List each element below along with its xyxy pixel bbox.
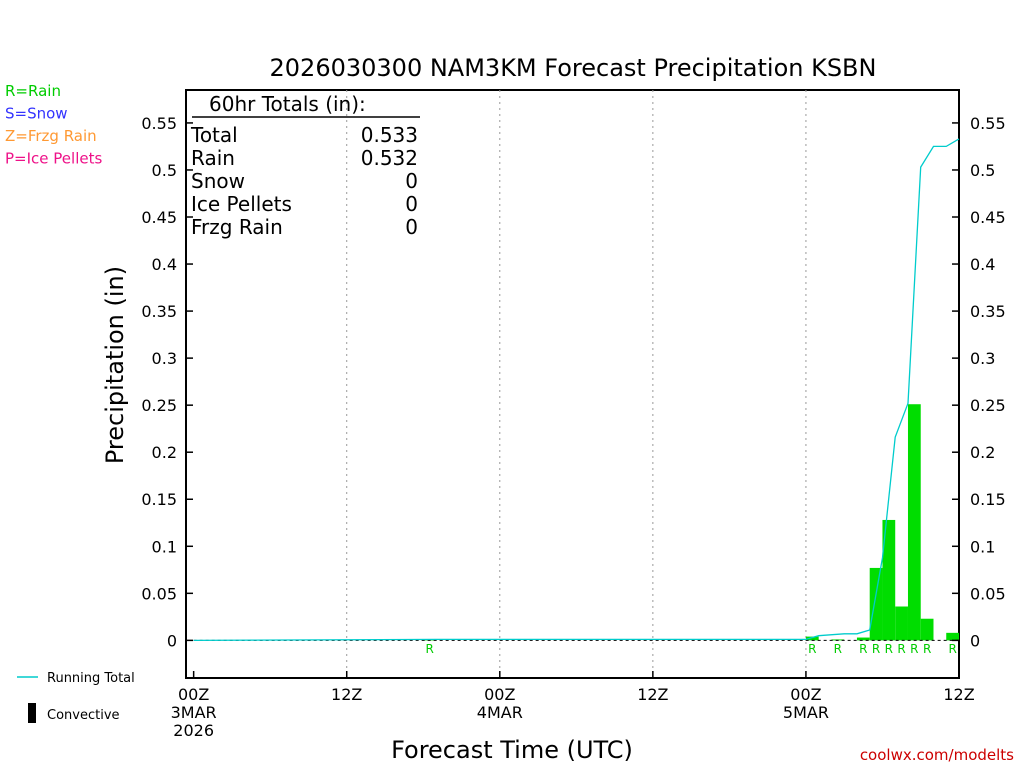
x-tick-label: 2026 [173,721,214,740]
x-tick-label: 00Z [178,685,209,704]
y-tick-label-right: 0.15 [970,490,1006,509]
precip-type-mark: R [948,642,956,656]
y-tick-label: 0.4 [152,255,177,274]
precip-type-mark: R [897,642,905,656]
y-tick-label: 0.5 [152,161,177,180]
y-tick-label: 0.55 [141,114,177,133]
x-tick-label: 5MAR [783,703,829,722]
credit-link: coolwx.com/modelts [860,746,1014,764]
precip-type-mark: R [923,642,931,656]
totals-row-label: Ice Pellets [191,192,292,216]
x-axis-label: Forecast Time (UTC) [391,736,633,764]
precip-bar [856,637,870,641]
precip-bar [895,606,908,641]
totals-rows: Total 0.533 Rain 0.532 Snow 0 Ice Pellets 0 Frzg… [190,123,418,239]
precip-type-mark: R [834,642,842,656]
x-tick-label: 12Z [637,685,668,704]
y-tick-label-right: 0.35 [970,302,1006,321]
y-tick-label: 0.2 [152,443,177,462]
y-tick-label-right: 0.1 [970,537,995,556]
y-axis-left: 0 0.05 0.1 0.15 0.2 0.25 0.3 0.35 0.4 0.45 0.5 0.55 [141,114,193,650]
y-tick-label-right: 0.2 [970,443,995,462]
type-legend-item: Z=Frzg Rain [5,127,97,145]
type-legend-item: S=Snow [5,105,68,123]
y-tick-label: 0.35 [141,302,177,321]
type-legend-item: P=Ice Pellets [5,150,102,168]
x-tick-label: 00Z [790,685,821,704]
precip-type-mark: R [910,642,918,656]
y-tick-label-right: 0.05 [970,584,1006,603]
y-tick-label-right: 0 [970,631,980,650]
running-total-legend-label: Running Total [47,671,135,686]
vertical-gridlines [346,90,807,678]
totals-row-label: Rain [191,146,235,170]
precip-bar [946,632,959,641]
bottom-legend: Running Total Convective [17,671,135,723]
convective-swatch [28,703,36,723]
x-tick-label: 3MAR [171,703,217,722]
precip-bars [423,404,959,641]
totals-heading: 60hr Totals (in): [209,92,366,116]
totals-row-value: 0.532 [361,146,418,170]
x-tick-label: 00Z [484,685,515,704]
y-tick-label: 0.15 [141,490,177,509]
precip-type-mark: R [885,642,893,656]
totals-row-value: 0 [405,192,418,216]
y-axis-right: 0 0.05 0.1 0.15 0.2 0.25 0.3 0.35 0.4 0.45 0.5 0.55 [952,114,1006,650]
totals-row-label: Snow [191,169,245,193]
y-tick-label-right: 0.45 [970,208,1006,227]
running-total-series [193,138,960,642]
precip-type-mark: R [808,642,816,656]
chart-title: 2026030300 NAM3KM Forecast Precipitation… [270,54,877,82]
plot-frame [185,89,960,679]
precip-type-mark: R [872,642,880,656]
precip-bar [882,519,896,641]
y-tick-label: 0.45 [141,208,177,227]
y-tick-label-right: 0.3 [970,349,995,368]
precip-type-legend: R=Rain S=Snow Z=Frzg Rain P=Ice Pellets [5,82,102,168]
totals-row-value: 0.533 [361,123,418,147]
precip-bar [805,636,819,641]
y-tick-label: 0.25 [141,396,177,415]
totals-row-label: Total [190,123,238,147]
precip-type-mark: R [425,642,433,656]
y-tick-label: 0.05 [141,584,177,603]
x-tick-label: 12Z [943,685,974,704]
x-tick-label: 12Z [331,685,362,704]
totals-row-value: 0 [405,215,418,239]
totals-row-value: 0 [405,169,418,193]
y-tick-label-right: 0.55 [970,114,1006,133]
precip-bar [920,618,934,641]
y-tick-label: 0.3 [152,349,177,368]
type-legend-item: R=Rain [5,82,61,100]
precip-bar [869,567,883,641]
convective-legend-label: Convective [47,708,120,723]
running-total-line [193,138,960,642]
y-tick-label-right: 0.4 [970,255,995,274]
totals-row-label: Frzg Rain [191,215,283,239]
y-tick-label: 0 [167,631,177,650]
y-axis-label: Precipitation (in) [101,266,129,464]
precip-type-mark: R [859,642,867,656]
y-tick-label-right: 0.5 [970,161,995,180]
x-tick-label: 4MAR [477,703,523,722]
totals-box: 60hr Totals (in): Total 0.533 Rain 0.532 Sno… [190,92,420,239]
y-tick-label-right: 0.25 [970,396,1006,415]
precip-bar [907,404,921,641]
y-tick-label: 0.1 [152,537,177,556]
